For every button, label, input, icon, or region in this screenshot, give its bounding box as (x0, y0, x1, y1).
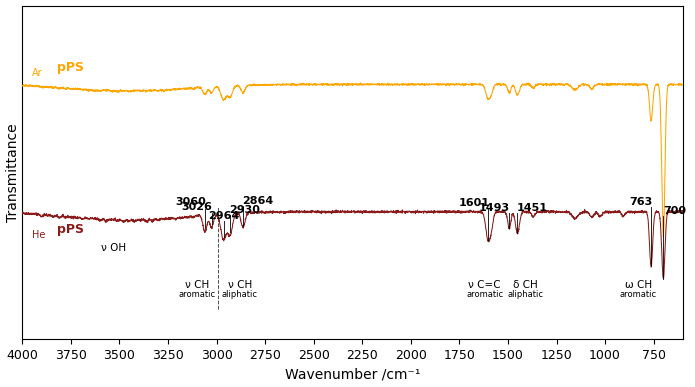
Text: 1493: 1493 (479, 203, 510, 213)
Text: aromatic: aromatic (179, 290, 215, 299)
Text: ν C=C: ν C=C (468, 280, 501, 289)
Text: aliphatic: aliphatic (222, 290, 258, 299)
Text: 2930: 2930 (229, 205, 260, 215)
Text: 763: 763 (629, 197, 652, 207)
Text: ν CH: ν CH (228, 280, 252, 289)
Text: ν OH: ν OH (101, 243, 126, 253)
Text: aliphatic: aliphatic (507, 290, 543, 299)
Text: Ar: Ar (32, 68, 42, 78)
Text: 3060: 3060 (175, 197, 206, 207)
Text: pPS: pPS (57, 61, 84, 74)
Text: 2864: 2864 (242, 196, 273, 206)
X-axis label: Wavenumber /cm⁻¹: Wavenumber /cm⁻¹ (285, 367, 420, 382)
Text: 700: 700 (663, 206, 686, 216)
Text: 1451: 1451 (517, 203, 548, 213)
Text: He: He (32, 230, 45, 240)
Text: ω CH: ω CH (625, 280, 652, 289)
Text: aromatic: aromatic (466, 290, 503, 299)
Text: 2964: 2964 (208, 211, 239, 221)
Y-axis label: Transmittance: Transmittance (6, 123, 19, 222)
Text: 3026: 3026 (181, 202, 212, 212)
Text: aromatic: aromatic (619, 290, 657, 299)
Text: pPS: pPS (57, 223, 84, 236)
Text: ν CH: ν CH (185, 280, 209, 289)
Text: δ CH: δ CH (513, 280, 538, 289)
Text: 1601: 1601 (458, 198, 489, 208)
